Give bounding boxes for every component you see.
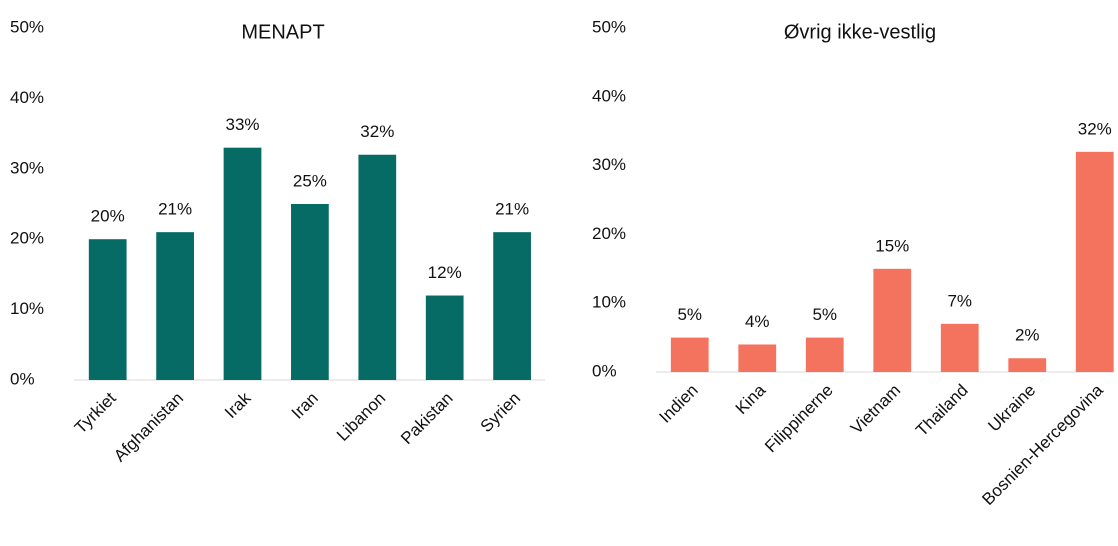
data-label: 2% xyxy=(1015,326,1040,345)
y-tick-label: 20% xyxy=(10,229,44,248)
data-label: 20% xyxy=(91,207,125,226)
data-label: 5% xyxy=(812,305,837,324)
data-label: 15% xyxy=(875,236,909,255)
bar xyxy=(291,204,329,380)
bar xyxy=(223,147,262,380)
y-tick-label: 20% xyxy=(592,224,626,243)
y-tick-label: 10% xyxy=(592,293,626,312)
bar xyxy=(425,295,464,380)
x-tick-label: Afghanistan xyxy=(110,389,187,466)
y-tick-label: 30% xyxy=(10,158,44,177)
x-tick-label: Libanon xyxy=(333,389,389,445)
y-tick-label: 10% xyxy=(10,299,44,318)
chart-title: Øvrig ikke-vestlig xyxy=(784,21,936,43)
x-tick-label: Ukraine xyxy=(984,381,1039,436)
y-tick-label: 40% xyxy=(592,86,626,105)
y-tick-label: 50% xyxy=(592,17,626,36)
x-tick-label: Filippinerne xyxy=(761,381,837,457)
bar xyxy=(88,239,127,380)
x-tick-label: Tyrkiet xyxy=(71,388,120,437)
data-label: 7% xyxy=(947,291,972,310)
y-tick-label: 50% xyxy=(10,17,44,36)
bar xyxy=(670,337,709,372)
bar xyxy=(358,154,397,380)
x-tick-label: Indien xyxy=(656,381,702,427)
x-tick-label: Kina xyxy=(732,380,770,418)
y-tick-label: 30% xyxy=(592,155,626,174)
y-tick-label: 0% xyxy=(592,361,617,380)
data-label: 32% xyxy=(360,122,394,141)
y-tick-label: 0% xyxy=(10,369,35,388)
data-label: 21% xyxy=(158,200,192,219)
data-label: 33% xyxy=(225,115,259,134)
data-label: 12% xyxy=(428,263,462,282)
x-tick-label: Irak xyxy=(221,388,255,422)
x-tick-label: Thailand xyxy=(912,381,972,441)
chart-title: MENAPT xyxy=(241,21,324,43)
data-label: 32% xyxy=(1078,119,1112,138)
y-tick-label: 40% xyxy=(10,88,44,107)
data-label: 25% xyxy=(293,171,327,190)
bar xyxy=(940,323,979,372)
bar xyxy=(493,232,531,380)
data-label: 4% xyxy=(745,312,770,331)
data-label: 21% xyxy=(495,200,529,219)
bar xyxy=(738,344,777,372)
bar xyxy=(1008,358,1047,372)
x-tick-label: Vietnam xyxy=(847,381,904,438)
data-label: 5% xyxy=(677,305,702,324)
bar xyxy=(156,232,194,380)
bar xyxy=(805,337,844,372)
x-tick-label: Bosnien-Hercegovina xyxy=(978,380,1107,509)
bar xyxy=(1075,151,1114,372)
x-tick-label: Syrien xyxy=(477,389,525,437)
x-tick-label: Iran xyxy=(288,389,322,423)
bar xyxy=(873,268,912,372)
x-tick-label: Pakistan xyxy=(397,389,457,449)
